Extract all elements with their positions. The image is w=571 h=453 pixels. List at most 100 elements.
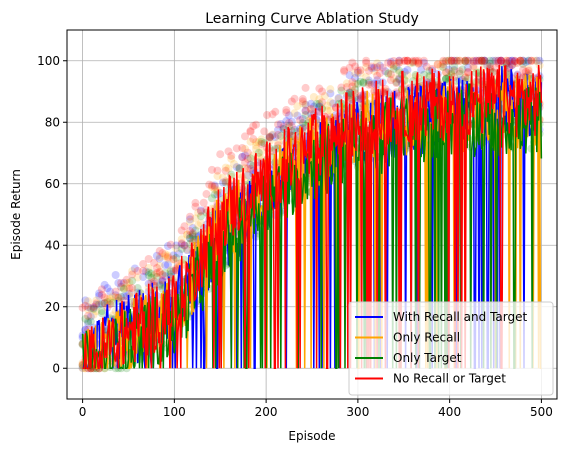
scatter-point [202,190,211,199]
scatter-point [144,268,153,277]
scatter-point [494,59,503,68]
scatter-point [290,94,299,103]
scatter-point [257,137,266,146]
scatter-point [364,76,373,85]
scatter-point [108,298,117,307]
scatter-point [210,181,219,190]
series-line [82,64,543,370]
scatter-point [469,62,478,71]
series-line [81,83,543,370]
scatter-point [463,56,472,65]
scatter-point [183,245,192,254]
scatter-point [395,58,404,67]
scatter-point [274,138,283,147]
scatter-point [359,79,368,88]
scatter-point [469,57,478,66]
scatter-point [243,164,252,173]
scatter-point [287,122,296,131]
scatter-point [92,299,101,308]
scatter-point [516,56,525,65]
scatter-point [155,261,164,270]
scatter-point [488,68,497,77]
scatter-point [161,272,170,281]
scatter-point [243,154,252,163]
scatter-point [152,264,161,273]
scatter-point [103,298,112,307]
scatter-point [417,65,426,74]
scatter-point [144,254,153,263]
axes-frame [66,29,558,400]
scatter-point [463,56,472,65]
scatter-point [502,56,511,65]
scatter-point [246,164,255,173]
scatter-point [172,264,181,273]
scatter-point [238,152,247,161]
scatter-point [441,68,450,77]
scatter-point [461,73,470,82]
scatter-point [84,319,93,328]
scatter-point [97,307,106,316]
scatter-point [89,303,98,312]
scatter-point [494,56,503,65]
scatter-point [216,150,225,159]
scatter-point [486,56,495,65]
scatter-point [114,293,123,302]
scatter-point [403,65,412,74]
scatter-point [92,300,101,309]
scatter-point [433,60,442,69]
scatter-point [384,58,393,67]
legend-label: Only Recall [393,331,460,345]
scatter-point [364,80,373,89]
scatter-point [136,288,145,297]
scatter-point [177,235,186,244]
scatter-point [293,111,302,120]
scatter-point [246,154,255,163]
scatter-point [535,61,544,70]
scatter-point [265,132,274,141]
scatter-point [152,272,161,281]
scatter-point [298,99,307,108]
scatter-point [447,67,456,76]
scatter-point [519,56,528,65]
scatter-point [497,56,506,65]
scatter-point [419,58,428,67]
scatter-point [235,163,244,172]
scatter-point [287,97,296,106]
scatter-point [450,66,459,75]
scatter-point [419,56,428,65]
scatter-point [455,67,464,76]
scatter-point [183,246,192,255]
scatter-point [326,98,335,107]
scatter-point [177,226,186,235]
scatter-point [337,86,346,95]
scatter-point [185,227,194,236]
scatter-point [243,171,252,180]
scatter-point [461,56,470,65]
scatter-point [274,141,283,150]
scatter-point [221,177,230,186]
scatter-point [150,271,159,280]
scatter-point [400,56,409,65]
scatter-point [128,283,137,292]
scatter-point [472,56,481,65]
scatter-point [331,103,340,112]
scatter-point [301,107,310,116]
scatter-point [152,251,161,260]
scatter-point [508,61,517,70]
scatter-point [326,85,335,94]
scatter-point [243,148,252,157]
scatter-point [177,239,186,248]
scatter-point [293,102,302,111]
scatter-point [315,99,324,108]
scatter-point [108,311,117,320]
scatter-point [81,296,90,305]
scatter-point [95,300,104,309]
scatter-point [439,56,448,65]
scatter-point [207,194,216,203]
scatter-point [348,58,357,67]
scatter-point [89,302,98,311]
scatter-point [95,291,104,300]
scatter-point [480,56,489,65]
scatter-point [334,93,343,102]
